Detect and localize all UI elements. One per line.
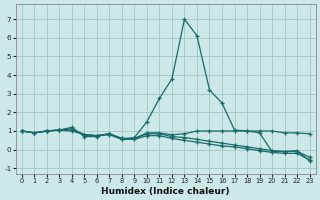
X-axis label: Humidex (Indice chaleur): Humidex (Indice chaleur) xyxy=(101,187,230,196)
